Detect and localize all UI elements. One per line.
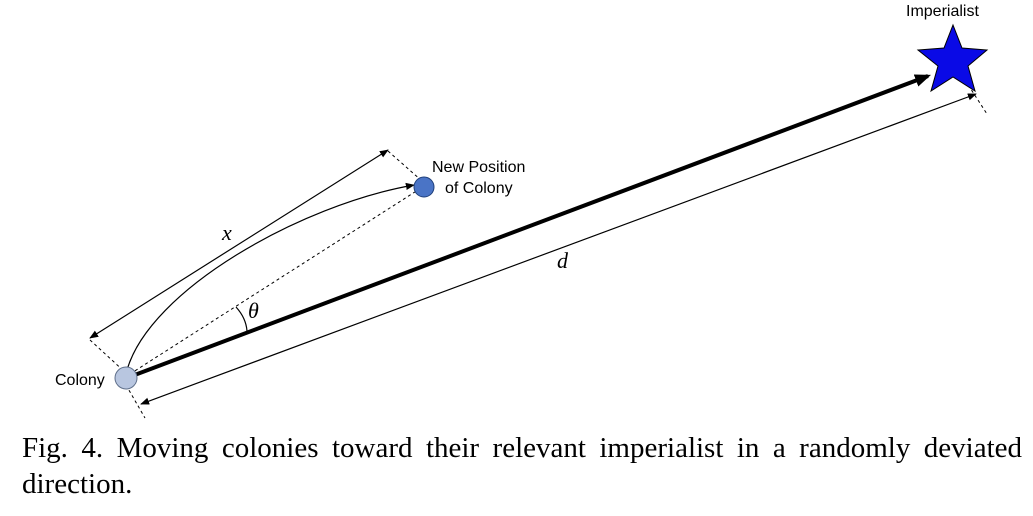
figure-caption: Fig. 4. Moving colonies toward their rel…: [22, 432, 1022, 500]
x-extension-line-end: [387, 150, 423, 182]
d-label: d: [557, 248, 569, 273]
new-position-label-line1: New Position: [432, 159, 525, 176]
x-extension-line-start: [89, 339, 127, 374]
new-position-label-line2: of Colony: [445, 180, 513, 197]
colony-movement-diagram: Imperialist New Position of Colony Colon…: [55, 3, 989, 419]
theta-angle-arc: [235, 306, 248, 332]
colony-dot: [114, 366, 138, 390]
d-extension-line-start: [125, 384, 146, 419]
colony-label: Colony: [55, 372, 105, 389]
x-label: x: [221, 220, 232, 245]
theta-label: θ: [248, 298, 259, 323]
imperialist-star-icon: [916, 23, 989, 93]
d-dimension-arrow: [140, 93, 977, 405]
colony-to-imperialist-line: [131, 74, 931, 378]
deviated-direction-line: [129, 189, 419, 375]
movement-path-arrow: [126, 182, 415, 371]
new-position-dot: [413, 176, 435, 198]
imperialist-label: Imperialist: [906, 3, 979, 20]
